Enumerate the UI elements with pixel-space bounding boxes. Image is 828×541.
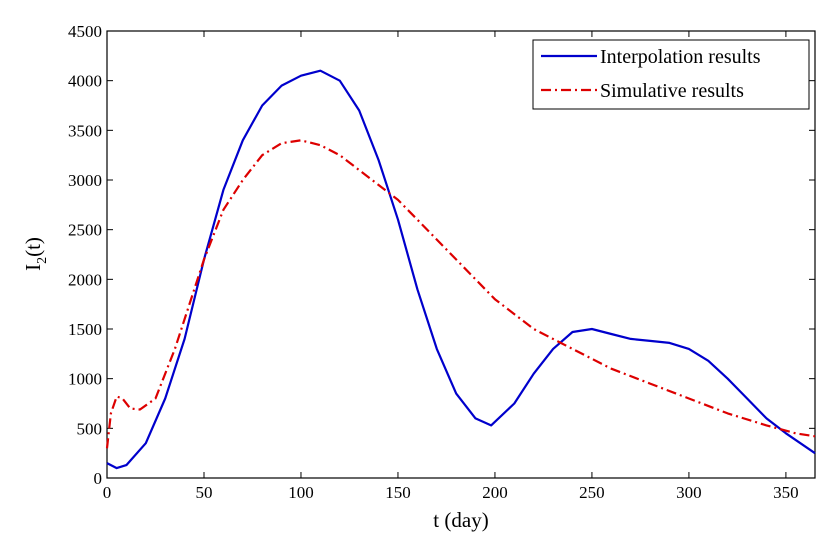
legend-label-interpolation: Interpolation results xyxy=(600,46,761,68)
y-axis-label: I2(t) xyxy=(21,237,50,271)
legend-label-simulative: Simulative results xyxy=(600,80,744,102)
y-tick-label: 0 xyxy=(94,469,103,488)
y-tick-label: 500 xyxy=(77,419,103,438)
y-tick-label: 1000 xyxy=(68,370,102,389)
y-tick-label: 1500 xyxy=(68,320,102,339)
series-line-simulative xyxy=(105,139,816,449)
x-tick-label: 150 xyxy=(385,483,411,502)
y-tick-label: 3000 xyxy=(68,171,102,190)
y-tick-label: 2000 xyxy=(68,270,102,289)
x-tick-label: 0 xyxy=(103,483,112,502)
x-tick-label: 200 xyxy=(482,483,508,502)
x-tick-label: 300 xyxy=(676,483,702,502)
x-tick-label: 250 xyxy=(579,483,605,502)
series-line-interpolation xyxy=(106,69,816,470)
y-tick-label: 4500 xyxy=(68,22,102,41)
x-tick-label: 100 xyxy=(288,483,314,502)
x-tick-label: 350 xyxy=(773,483,799,502)
y-tick-label: 3500 xyxy=(68,121,102,140)
x-tick-label: 50 xyxy=(195,483,212,502)
legend: Interpolation results Simulative results xyxy=(532,39,810,110)
y-tick-label: 4000 xyxy=(68,72,102,91)
y-tick-label: 2500 xyxy=(68,221,102,240)
x-axis-label: t (day) xyxy=(433,508,488,532)
